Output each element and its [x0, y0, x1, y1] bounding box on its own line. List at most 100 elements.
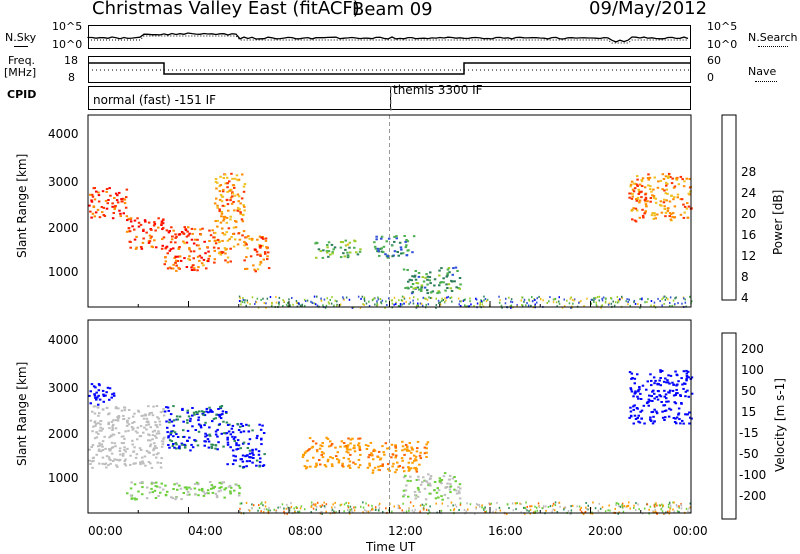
noise-cell	[267, 509, 269, 512]
echo-cell	[312, 456, 315, 459]
noise-cell	[373, 297, 375, 300]
echo-cell	[220, 250, 223, 253]
echo-cell	[239, 425, 242, 428]
echo-cell	[411, 251, 414, 254]
noise-cell	[509, 305, 512, 308]
echo-cell	[445, 275, 448, 278]
echo-cell	[123, 463, 127, 465]
echo-cell	[418, 463, 421, 466]
noise-cell	[469, 297, 471, 300]
echo-cell	[136, 217, 139, 220]
echo-cell	[262, 258, 265, 261]
echo-cell	[234, 220, 237, 222]
echo-cell	[651, 422, 655, 425]
noise-cell	[419, 504, 422, 507]
echo-cell	[135, 453, 139, 456]
noise-cell	[376, 302, 378, 305]
echo-cell	[168, 418, 171, 421]
noise-cell	[462, 299, 465, 302]
echo-cell	[250, 239, 254, 242]
echo-cell	[381, 445, 384, 448]
echo-region-1	[88, 383, 116, 406]
echo-cell	[93, 187, 96, 189]
echo-cell	[105, 188, 109, 190]
echo-cell	[228, 423, 231, 426]
echo-cell	[638, 421, 642, 424]
echo-cell	[178, 246, 181, 248]
noise-cell	[420, 302, 423, 305]
echo-cell	[654, 217, 657, 220]
noise-cell	[621, 506, 624, 509]
noise-cell	[371, 508, 373, 511]
noise-cell	[295, 300, 298, 302]
echo-cell	[206, 489, 210, 492]
echo-cell	[434, 497, 438, 500]
velocity-cb-label: Velocity [m s-1]	[773, 378, 787, 472]
noise-cell	[510, 300, 512, 303]
echo-cell	[225, 221, 229, 224]
echo-cell	[306, 459, 309, 462]
echo-cell	[406, 479, 409, 482]
echo-cell	[143, 219, 147, 222]
echo-cell	[645, 205, 648, 208]
axis-ticks	[87, 301, 692, 513]
echo-cell	[353, 450, 357, 453]
freq-line	[88, 62, 691, 75]
echo-cell	[404, 246, 408, 249]
echo-cell	[101, 462, 104, 465]
echo-cell	[170, 420, 174, 423]
noise-cell	[275, 301, 278, 304]
echo-cell	[233, 238, 237, 241]
echo-cell	[405, 484, 408, 487]
echo-cell	[102, 393, 105, 396]
noise-cell	[656, 504, 658, 507]
echo-cell	[219, 489, 223, 492]
echo-cell	[417, 275, 421, 278]
echo-cell	[200, 489, 204, 492]
echo-cell	[167, 409, 170, 412]
echo-cell	[660, 401, 663, 403]
echo-cell	[192, 411, 196, 414]
echo-cell	[231, 463, 235, 466]
echo-cell	[407, 467, 411, 470]
power-ytick-4000: 4000	[48, 127, 79, 141]
noise-cell	[580, 506, 582, 509]
noise-cell	[311, 302, 314, 304]
echo-cell	[368, 462, 371, 465]
echo-cell	[148, 240, 152, 243]
noise-cell	[295, 301, 298, 304]
echo-cell	[417, 475, 420, 478]
echo-cell	[196, 269, 199, 272]
echo-cell	[131, 415, 135, 418]
noise-cell	[663, 295, 665, 298]
noise-cell	[365, 302, 368, 305]
echo-cell	[407, 495, 410, 498]
echo-cell	[643, 422, 646, 425]
echo-cell	[189, 488, 193, 491]
echo-cell	[211, 229, 214, 232]
echo-cell	[151, 414, 155, 417]
echo-cell	[122, 197, 125, 200]
echo-cell	[188, 232, 191, 235]
echo-cell	[197, 494, 200, 497]
echo-cell	[409, 479, 412, 482]
noise-cell	[463, 299, 465, 301]
echo-cell	[329, 456, 332, 459]
echo-cell	[259, 253, 262, 256]
echo-cell	[205, 434, 209, 437]
echo-cell	[117, 415, 120, 417]
noise-cell	[323, 501, 325, 504]
echo-cell	[454, 266, 458, 269]
noise-cell	[442, 299, 445, 301]
echo-cell	[134, 498, 137, 501]
echo-cell	[424, 498, 428, 501]
echo-cell	[142, 417, 146, 420]
echo-cell	[665, 397, 668, 400]
echo-cell	[90, 200, 94, 203]
echo-cell	[641, 177, 645, 180]
echo-cell	[93, 412, 97, 415]
echo-cell	[685, 379, 688, 382]
echo-cell	[240, 458, 243, 461]
noise-cell	[653, 305, 655, 308]
echo-cell	[175, 235, 178, 238]
